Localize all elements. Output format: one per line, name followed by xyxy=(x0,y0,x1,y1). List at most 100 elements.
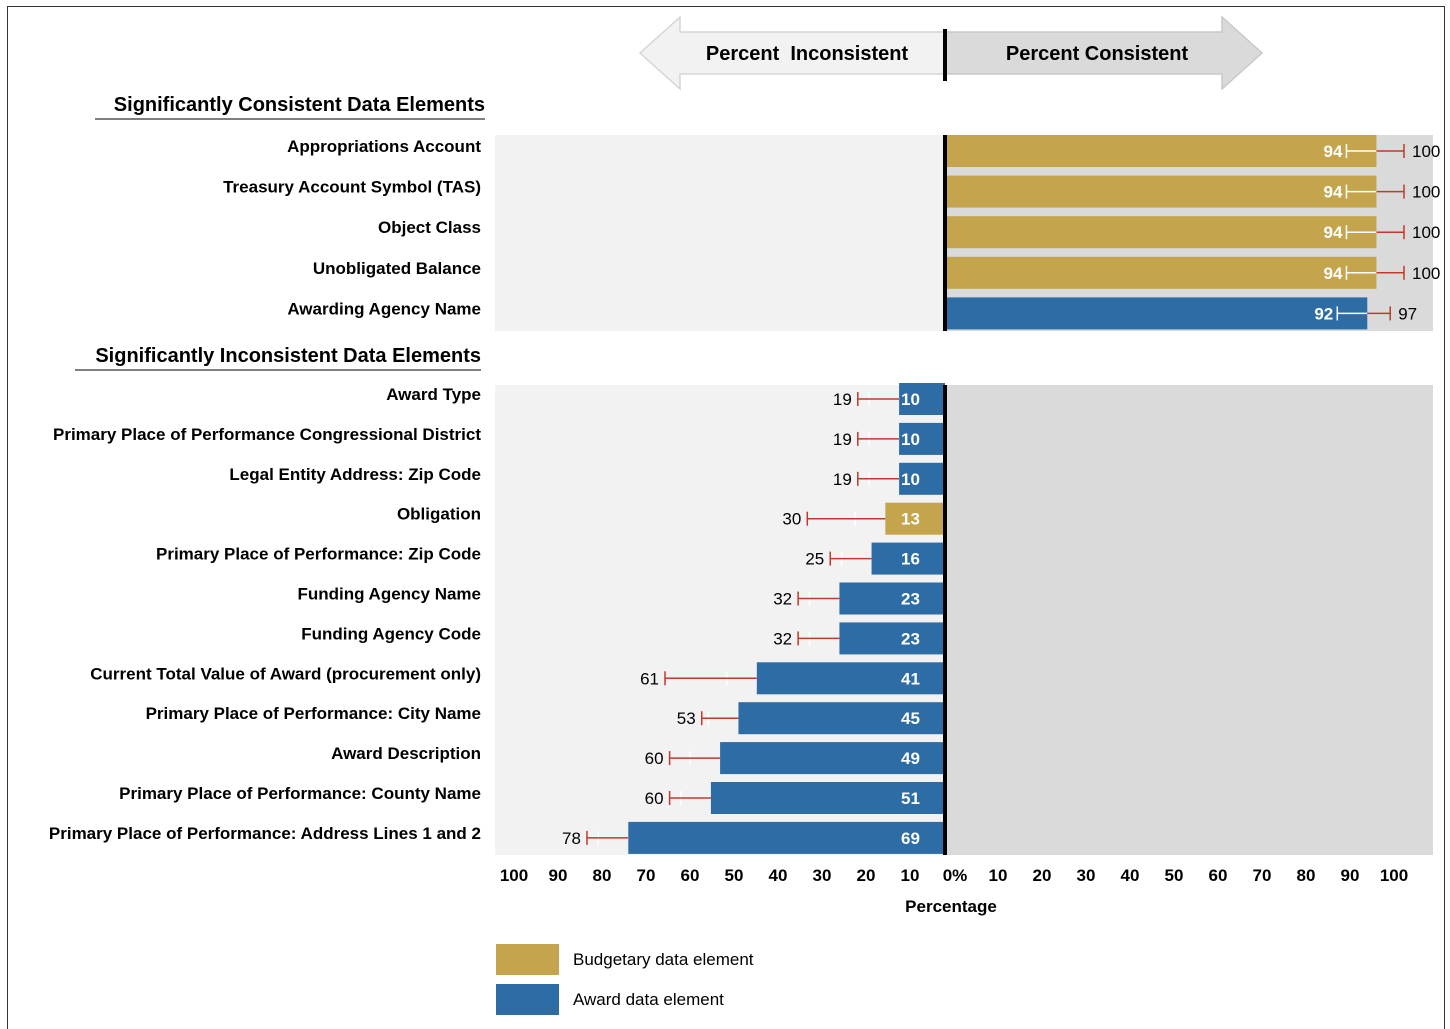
category-label: Primary Place of Performance: Zip Code xyxy=(156,545,481,564)
category-label: Treasury Account Symbol (TAS) xyxy=(223,178,481,197)
value-label: 69 xyxy=(901,829,920,848)
category-label: Appropriations Account xyxy=(287,137,481,156)
x-tick-label: 10 xyxy=(989,866,1008,885)
x-tick-label: 70 xyxy=(1253,866,1272,885)
value-label: 94 xyxy=(1324,142,1343,161)
x-tick-label: 50 xyxy=(1165,866,1184,885)
x-tick-label: 30 xyxy=(813,866,832,885)
value-label: 13 xyxy=(901,510,920,529)
category-label: Funding Agency Name xyxy=(297,585,481,604)
value-label: 94 xyxy=(1324,223,1343,242)
x-tick-label: 100 xyxy=(500,866,528,885)
bound-label: 53 xyxy=(677,709,696,728)
bound-label: 19 xyxy=(833,390,852,409)
bar xyxy=(738,702,945,735)
x-tick-label: 20 xyxy=(1033,866,1052,885)
x-tick-label: 40 xyxy=(1121,866,1140,885)
legend-label: Award data element xyxy=(573,990,724,1009)
legend-swatch xyxy=(496,944,559,975)
category-label: Primary Place of Performance: County Nam… xyxy=(119,784,481,803)
x-tick-label: 30 xyxy=(1077,866,1096,885)
x-tick-label: 10 xyxy=(901,866,920,885)
bar xyxy=(899,462,945,495)
category-label: Awarding Agency Name xyxy=(287,299,481,318)
bar xyxy=(945,297,1368,330)
x-tick-label: 80 xyxy=(593,866,612,885)
bar xyxy=(720,742,945,775)
value-label: 51 xyxy=(901,789,920,808)
bound-label: 97 xyxy=(1398,304,1417,323)
bound-label: 19 xyxy=(833,430,852,449)
category-label: Primary Place of Performance Congression… xyxy=(53,425,481,444)
bound-label: 32 xyxy=(773,629,792,648)
value-label: 92 xyxy=(1314,304,1333,323)
category-label: Current Total Value of Award (procuremen… xyxy=(90,664,481,683)
bar xyxy=(945,216,1377,249)
category-label: Award Type xyxy=(386,385,481,404)
bound-label: 61 xyxy=(640,669,659,688)
x-tick-label: 50 xyxy=(725,866,744,885)
bound-label: 32 xyxy=(773,590,792,609)
legend-label: Budgetary data element xyxy=(573,950,754,969)
x-axis-label: Percentage xyxy=(905,897,997,916)
x-tick-label: 40 xyxy=(769,866,788,885)
category-label: Award Description xyxy=(331,744,481,763)
value-label: 23 xyxy=(901,629,920,648)
value-label: 94 xyxy=(1324,183,1343,202)
bound-label: 30 xyxy=(782,510,801,529)
chart-border xyxy=(7,6,1445,1029)
bar xyxy=(945,256,1377,289)
value-label: 10 xyxy=(901,430,920,449)
bar xyxy=(628,821,945,854)
bar xyxy=(710,782,945,814)
value-label: 23 xyxy=(901,590,920,609)
bound-label: 60 xyxy=(645,789,664,808)
category-label: Primary Place of Performance: Address Li… xyxy=(49,824,481,843)
panel-consistent-left xyxy=(495,135,945,331)
section-title-inconsistent: Significantly Inconsistent Data Elements xyxy=(95,345,481,367)
consistent-arrow xyxy=(945,15,1264,91)
header-divider xyxy=(943,29,947,81)
category-label: Obligation xyxy=(397,505,481,524)
panel-inconsistent-left xyxy=(495,385,945,855)
x-tick-label: 90 xyxy=(549,866,568,885)
category-label: Legal Entity Address: Zip Code xyxy=(229,465,481,484)
bar xyxy=(885,502,945,535)
bound-label: 60 xyxy=(645,749,664,768)
zero-line-consistent xyxy=(943,135,947,331)
bound-label: 100 xyxy=(1412,223,1440,242)
legend-swatch xyxy=(496,984,559,1015)
bound-label: 78 xyxy=(562,829,581,848)
category-label: Object Class xyxy=(378,218,481,237)
bar xyxy=(839,622,945,655)
bar xyxy=(945,135,1377,167)
category-label: Funding Agency Code xyxy=(301,624,481,643)
value-label: 41 xyxy=(901,669,920,688)
bound-label: 19 xyxy=(833,470,852,489)
bar xyxy=(756,662,945,695)
bars-layer: 94 100 94 100 94 100 94 100 92 97 10 19 10 19 10 19 13 30… xyxy=(562,135,1440,854)
bound-label: 100 xyxy=(1412,183,1440,202)
value-label: 94 xyxy=(1324,264,1343,283)
header-consistent-label: Percent Consistent xyxy=(1006,43,1189,65)
x-tick-label: 100 xyxy=(1380,866,1408,885)
value-label: 49 xyxy=(901,749,920,768)
bound-label: 100 xyxy=(1412,264,1440,283)
value-label: 10 xyxy=(901,470,920,489)
x-tick-label: 60 xyxy=(681,866,700,885)
bound-label: 25 xyxy=(805,550,824,569)
x-tick-label: 20 xyxy=(857,866,876,885)
value-label: 16 xyxy=(901,550,920,569)
bar xyxy=(899,422,945,455)
header-inconsistent-label: Percent Inconsistent xyxy=(706,43,909,65)
x-tick-label: 0% xyxy=(943,866,968,885)
bar xyxy=(871,542,945,575)
inconsistent-arrow xyxy=(638,15,945,91)
value-label: 10 xyxy=(901,390,920,409)
x-tick-label: 60 xyxy=(1209,866,1228,885)
category-label: Unobligated Balance xyxy=(313,259,481,278)
section-title-consistent: Significantly Consistent Data Elements xyxy=(114,94,485,116)
bar xyxy=(839,582,945,615)
x-tick-label: 90 xyxy=(1341,866,1360,885)
